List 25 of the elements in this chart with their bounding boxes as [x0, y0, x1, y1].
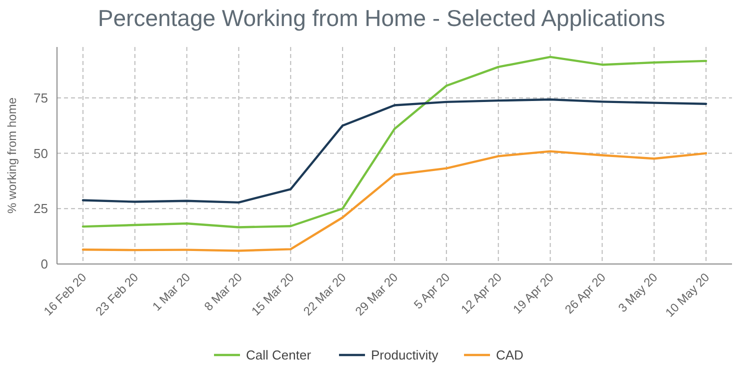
line-series — [82, 56, 708, 228]
x-tick-label: 10 May 20 — [662, 270, 712, 320]
x-tick-label: 23 Feb 20 — [92, 270, 142, 318]
line-series — [82, 150, 708, 252]
x-tick-label: 19 Apr 20 — [510, 270, 557, 316]
x-tick-label: 16 Feb 20 — [40, 270, 90, 318]
x-tick-label: 1 Mar 20 — [150, 270, 194, 314]
y-axis-title: % working from home — [5, 97, 19, 214]
y-tick-label: 75 — [34, 90, 48, 106]
legend-label: Call Center — [246, 348, 312, 363]
x-tick-label: 3 May 20 — [615, 270, 660, 316]
line-series — [82, 98, 708, 204]
y-tick-label: 25 — [34, 201, 48, 216]
y-tick-label: 50 — [34, 146, 48, 161]
x-tick-label: 8 Mar 20 — [201, 270, 246, 314]
x-tick-label: 12 Apr 20 — [458, 270, 505, 316]
x-tick-label: 15 Mar 20 — [248, 270, 298, 318]
y-tick-label: 0 — [40, 256, 48, 272]
x-tick-label: 22 Mar 20 — [300, 270, 349, 318]
x-tick-label: 26 Apr 20 — [562, 270, 609, 316]
legend-label: Productivity — [371, 348, 439, 363]
chart-title: Percentage Working from Home - Selected Applications — [98, 5, 666, 31]
x-tick-label: 5 Apr 20 — [411, 270, 453, 312]
legend-label: CAD — [496, 348, 524, 363]
x-tick-label: 29 Mar 20 — [352, 270, 401, 318]
